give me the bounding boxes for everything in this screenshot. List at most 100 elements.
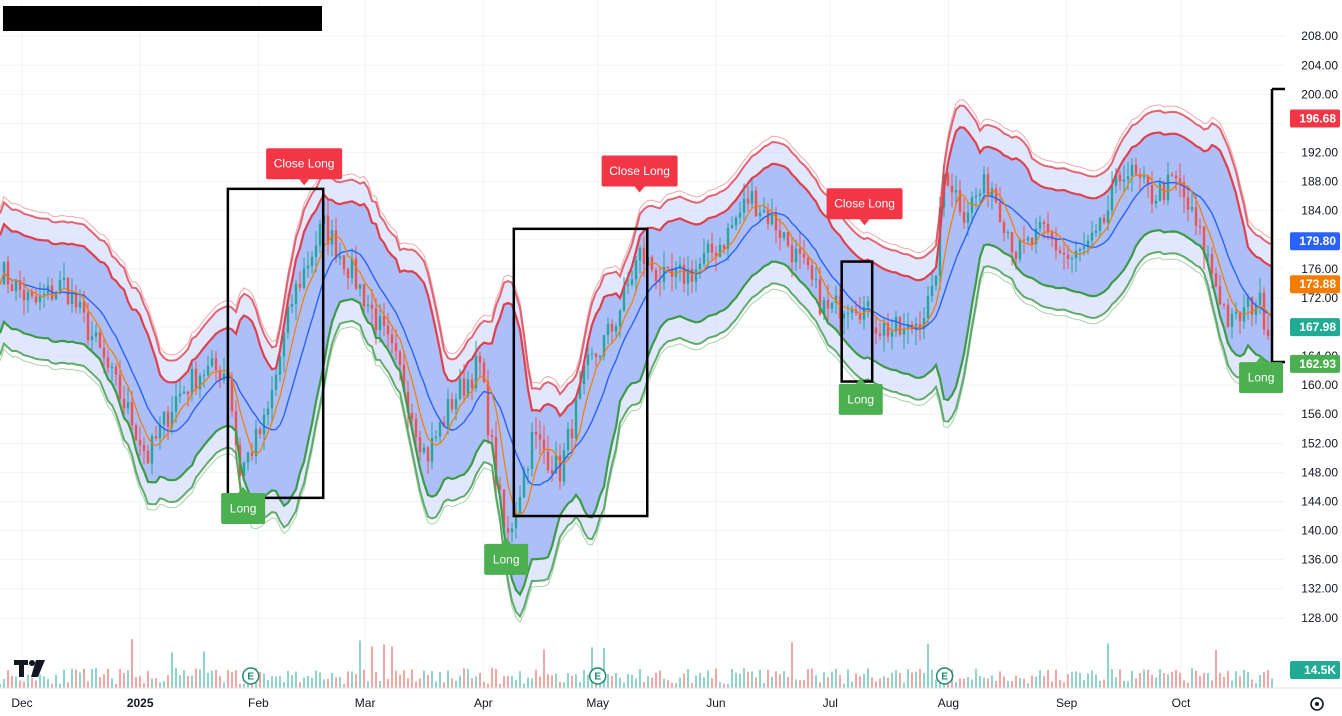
price-tag[interactable]: 162.93 — [1290, 354, 1340, 373]
long-signal[interactable]: Long — [838, 377, 883, 415]
volume-bar — [1163, 673, 1165, 688]
highlight-box-1[interactable] — [512, 227, 649, 518]
volume-bar — [1203, 673, 1205, 688]
highlight-box-2[interactable] — [840, 260, 874, 383]
price-tag[interactable]: 196.68 — [1290, 109, 1340, 128]
volume-bar — [171, 652, 173, 688]
volume-bar — [99, 677, 101, 688]
volume-bar — [155, 677, 157, 688]
candle-body — [94, 332, 98, 337]
volume-bar — [567, 673, 569, 688]
candle-body — [290, 304, 294, 307]
candle-body — [1090, 232, 1094, 241]
settings-gear-icon[interactable] — [1310, 697, 1324, 711]
volume-bar — [1031, 675, 1033, 688]
x-axis-background — [0, 688, 1342, 716]
volume-bar — [479, 672, 481, 688]
earnings-e-icon[interactable]: E — [935, 667, 954, 685]
close-long-signal[interactable]: Close Long — [826, 188, 903, 226]
candle-body — [158, 424, 162, 439]
candle-body — [294, 283, 298, 305]
candle-body — [554, 455, 558, 474]
price-tag[interactable]: 167.98 — [1290, 318, 1340, 337]
volume-bar — [739, 673, 741, 688]
earnings-e-icon[interactable]: E — [588, 667, 607, 685]
volume-bar — [267, 680, 269, 688]
candle-body — [510, 528, 514, 533]
candle-body — [678, 264, 682, 268]
candle-body — [502, 489, 506, 529]
candle-body — [742, 198, 746, 213]
candle-body — [906, 324, 910, 329]
volume-bar — [1011, 681, 1013, 688]
volume-bar — [379, 681, 381, 688]
price-tag[interactable]: 173.88 — [1290, 275, 1340, 294]
volume-bar — [1267, 670, 1269, 688]
volume-bar — [1155, 677, 1157, 688]
candle-body — [438, 422, 442, 437]
candle-body — [858, 313, 862, 320]
candle-body — [974, 195, 978, 198]
volume-bar — [1131, 670, 1133, 688]
candle-body — [542, 439, 546, 452]
volume-bar — [199, 669, 201, 688]
volume-bar — [359, 640, 361, 688]
candle-body — [890, 331, 894, 337]
volume-bar — [655, 672, 657, 688]
volume-bar — [87, 681, 89, 688]
candle-body — [1098, 217, 1102, 231]
candle-body — [826, 300, 830, 309]
candle-body — [634, 260, 638, 280]
volume-bar — [411, 669, 413, 688]
volume-bar — [55, 674, 57, 688]
close-long-signal[interactable]: Close Long — [601, 155, 678, 193]
volume-bar — [1071, 671, 1073, 688]
volume-bar — [555, 673, 557, 688]
volume-bar — [1059, 679, 1061, 688]
volume-bar — [1019, 678, 1021, 688]
long-signal[interactable]: Long — [484, 537, 529, 575]
candle-body — [926, 296, 930, 319]
volume-bar — [227, 670, 229, 688]
signal-label: Close Long — [834, 197, 895, 211]
candle-body — [1042, 222, 1046, 225]
volume-bar — [311, 677, 313, 688]
volume-bar — [671, 682, 673, 688]
volume-bar — [319, 672, 321, 688]
earnings-e-icon[interactable]: E — [242, 667, 260, 685]
long-signal[interactable]: Long — [221, 486, 266, 524]
y-tick-label: 188.00 — [1301, 175, 1338, 189]
volume-bar — [583, 670, 585, 688]
candle-body — [682, 264, 686, 284]
volume-bar — [43, 676, 45, 688]
volume-bar — [711, 678, 713, 688]
candle-body — [258, 428, 262, 435]
candle-body — [338, 255, 342, 259]
candle-body — [278, 356, 282, 375]
volume-bar — [459, 675, 461, 688]
candle-body — [422, 447, 426, 453]
close-long-signal[interactable]: Close Long — [266, 148, 343, 186]
candle-body — [306, 265, 310, 269]
candle-body — [998, 202, 1002, 223]
candle-body — [58, 280, 62, 293]
volume-bar — [1027, 683, 1029, 688]
volume-bar — [607, 674, 609, 688]
volume-bar — [995, 680, 997, 688]
volume-bar — [1083, 679, 1085, 688]
volume-tag[interactable]: 14.5K — [1290, 661, 1340, 679]
candle-body — [186, 391, 190, 394]
price-tag[interactable]: 179.80 — [1290, 232, 1340, 251]
candle-body — [850, 309, 854, 313]
candle-body — [842, 313, 846, 319]
candle-body — [130, 402, 134, 426]
long-signal[interactable]: Long — [1239, 356, 1284, 394]
highlight-box-0[interactable] — [226, 187, 325, 500]
candle-body — [1086, 240, 1090, 247]
volume-bar — [811, 668, 813, 688]
tradingview-logo[interactable] — [14, 660, 45, 677]
candle-body — [1126, 176, 1130, 180]
ma-line — [0, 174, 1273, 516]
volume-bar — [1175, 669, 1177, 688]
